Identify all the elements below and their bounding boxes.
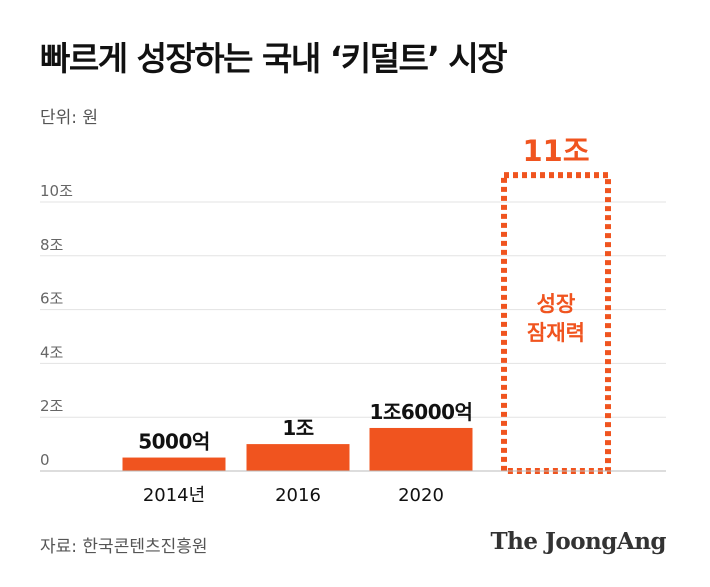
y-tick-label: 0 bbox=[40, 451, 50, 469]
source-note: 자료: 한국콘텐츠진흥원 bbox=[40, 537, 208, 557]
y-tick-label: 10조 bbox=[40, 182, 73, 200]
unit-label: 단위: 원 bbox=[40, 108, 99, 128]
publisher-logo: The JoongAng bbox=[490, 528, 667, 555]
x-tick-label: 2020 bbox=[398, 485, 444, 506]
bar bbox=[369, 427, 473, 471]
y-tick-label: 8조 bbox=[40, 236, 64, 254]
x-tick-label: 2016 bbox=[275, 485, 321, 506]
data-label: 5000억 bbox=[138, 430, 210, 454]
bar bbox=[246, 444, 350, 471]
potential-value-label: 11조 bbox=[522, 134, 589, 168]
potential-annotation: 잠재력 bbox=[527, 321, 585, 345]
y-tick-label: 4조 bbox=[40, 343, 64, 361]
bar bbox=[122, 457, 226, 471]
y-tick-label: 6조 bbox=[40, 290, 64, 308]
data-label: 1조 bbox=[282, 416, 313, 440]
potential-annotation: 성장 bbox=[537, 292, 576, 316]
x-tick-label: 2014년 bbox=[143, 485, 205, 506]
chart-title: 빠르게 성장하는 국내 ‘키덜트’ 시장 bbox=[40, 39, 508, 78]
data-label: 1조6000억 bbox=[370, 400, 473, 424]
y-tick-label: 2조 bbox=[40, 397, 64, 415]
